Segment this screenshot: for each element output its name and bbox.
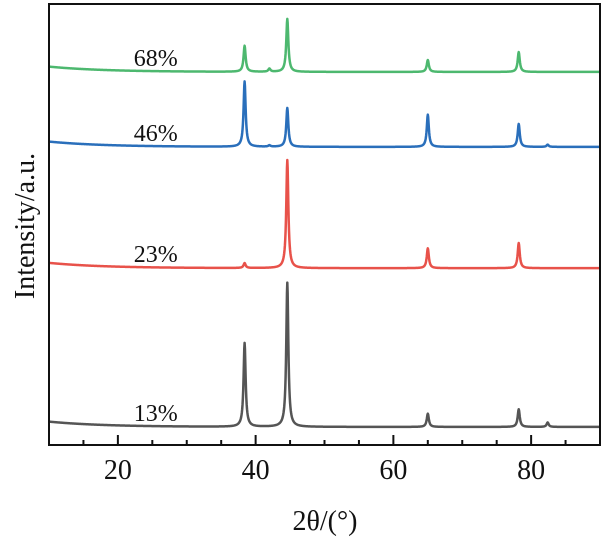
x-tick-label: 80 [517,455,545,486]
x-tick-label: 60 [379,455,407,486]
x-axis-ticks: 20 40 60 80 [82,435,567,486]
series-label: 68% [134,46,178,72]
series-label: 23% [134,242,178,268]
series-layer: 13% 23% 46% 68% [48,17,601,429]
x-axis-label: 2θ/(°) [292,506,357,537]
x-tick-label: 40 [242,455,270,486]
series-line-68pct [48,17,601,74]
series-line-23pct [48,158,601,270]
series-label: 13% [134,401,178,427]
series-line-13pct [48,281,601,429]
x-tick-label: 20 [104,455,132,486]
series-label: 46% [134,121,178,147]
series-line-46pct [48,80,601,149]
y-axis-label: Intensity/a.u. [10,153,41,299]
